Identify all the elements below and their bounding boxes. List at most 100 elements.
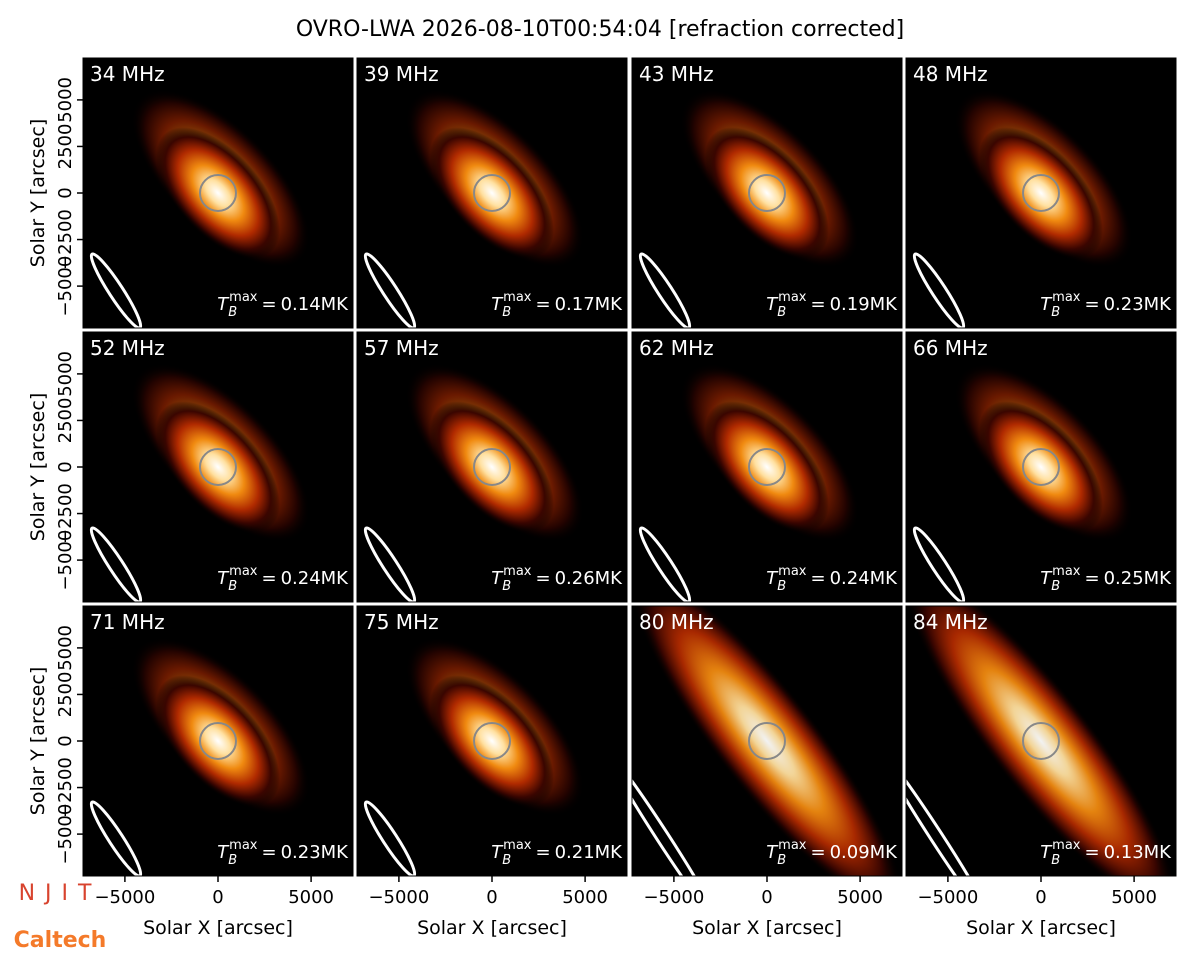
tmax-superscript: max bbox=[1052, 564, 1081, 579]
emission bbox=[979, 401, 1103, 533]
y-tick-label: 2500 bbox=[55, 398, 76, 444]
tmax-label: TBmax = 0.17MK bbox=[491, 290, 623, 320]
frequency-label: 75 MHz bbox=[364, 610, 439, 634]
panel-frame bbox=[631, 57, 903, 329]
solar-disk bbox=[748, 174, 786, 212]
y-tick-label: 0 bbox=[55, 187, 76, 198]
tmax-value: 0.25MK bbox=[1104, 568, 1173, 589]
tmax-superscript: max bbox=[1052, 290, 1081, 305]
tmax-symbol: T bbox=[1040, 568, 1053, 589]
y-tick-label: −2500 bbox=[55, 209, 76, 270]
tmax-value: 0.23MK bbox=[281, 842, 350, 863]
x-tick-label: 0 bbox=[761, 887, 772, 908]
x-tick-label: −5000 bbox=[368, 887, 429, 908]
solar-disk bbox=[473, 448, 511, 486]
tmax-equals: = bbox=[810, 842, 825, 863]
solar-disk bbox=[473, 174, 511, 212]
tmax-label: TBmax = 0.26MK bbox=[491, 564, 623, 594]
y-axis-label: Solar Y [arcsec] bbox=[27, 667, 49, 815]
tmax-equals: = bbox=[261, 568, 276, 589]
tmax-value: 0.24MK bbox=[281, 568, 350, 589]
x-tick-label: 0 bbox=[486, 887, 497, 908]
x-axis-label: Solar X [arcsec] bbox=[692, 917, 842, 939]
tmax-label: TBmax = 0.19MK bbox=[766, 290, 898, 320]
solar-disk bbox=[1022, 174, 1060, 212]
image bbox=[89, 363, 311, 602]
frequency-label: 66 MHz bbox=[913, 336, 988, 360]
emission bbox=[156, 127, 280, 259]
image bbox=[89, 89, 311, 328]
tmax-symbol: T bbox=[217, 842, 230, 863]
y-tick-label: −5000 bbox=[55, 530, 76, 591]
emission bbox=[430, 675, 554, 807]
image bbox=[906, 606, 1176, 876]
tmax-subscript: B bbox=[1051, 305, 1060, 320]
tmax-superscript: max bbox=[503, 564, 532, 579]
frequency-label: 57 MHz bbox=[364, 336, 439, 360]
tmax-superscript: max bbox=[778, 564, 807, 579]
emission bbox=[705, 127, 829, 259]
tmax-equals: = bbox=[810, 294, 825, 315]
frequency-label: 80 MHz bbox=[639, 610, 714, 634]
tmax-subscript: B bbox=[502, 305, 511, 320]
y-axis-label: Solar Y [arcsec] bbox=[27, 119, 49, 267]
panel-frame bbox=[905, 57, 1177, 329]
image bbox=[638, 89, 860, 328]
tmax-equals: = bbox=[1084, 294, 1099, 315]
image bbox=[912, 89, 1134, 328]
emission bbox=[705, 401, 829, 533]
y-tick-label: 5000 bbox=[55, 625, 76, 671]
panel: 43 MHz TBmax = 0.19MK bbox=[631, 57, 903, 329]
tmax-symbol: T bbox=[217, 294, 230, 315]
solar-disk bbox=[199, 448, 237, 486]
tmax-superscript: max bbox=[229, 564, 258, 579]
x-tick-label: −5000 bbox=[94, 887, 155, 908]
tmax-value: 0.09MK bbox=[830, 842, 899, 863]
logo: NJIT bbox=[19, 881, 102, 906]
tmax-symbol: T bbox=[1040, 294, 1053, 315]
tmax-symbol: T bbox=[766, 294, 779, 315]
solar-disk bbox=[1022, 448, 1060, 486]
x-tick-label: 5000 bbox=[562, 887, 608, 908]
tmax-symbol: T bbox=[766, 568, 779, 589]
tmax-symbol: T bbox=[217, 568, 230, 589]
tmax-label: TBmax = 0.21MK bbox=[491, 838, 623, 868]
tmax-label: TBmax = 0.23MK bbox=[1040, 290, 1172, 320]
frequency-label: 52 MHz bbox=[90, 336, 165, 360]
emission bbox=[156, 675, 280, 807]
tmax-value: 0.21MK bbox=[555, 842, 624, 863]
tmax-value: 0.14MK bbox=[281, 294, 350, 315]
x-axis-label: Solar X [arcsec] bbox=[143, 917, 293, 939]
emission bbox=[632, 606, 902, 876]
tmax-subscript: B bbox=[228, 305, 237, 320]
y-tick-label: 5000 bbox=[55, 351, 76, 397]
solar-disk bbox=[1022, 722, 1060, 760]
panel-frame bbox=[356, 57, 628, 329]
image bbox=[363, 637, 585, 876]
emission bbox=[430, 401, 554, 533]
x-tick-label: 5000 bbox=[288, 887, 334, 908]
tmax-value: 0.24MK bbox=[830, 568, 899, 589]
tmax-value: 0.23MK bbox=[1104, 294, 1173, 315]
x-tick-label: 5000 bbox=[837, 887, 883, 908]
tmax-equals: = bbox=[261, 294, 276, 315]
tmax-symbol: T bbox=[491, 842, 504, 863]
panel: 57 MHz TBmax = 0.26MK bbox=[356, 331, 628, 603]
x-axis-label: Solar X [arcsec] bbox=[417, 917, 567, 939]
tmax-superscript: max bbox=[1052, 838, 1081, 853]
tmax-subscript: B bbox=[502, 853, 511, 868]
tmax-equals: = bbox=[261, 842, 276, 863]
panel: 80 MHz TBmax = 0.09MK −5000 0 5000 Solar X [arc… bbox=[631, 605, 903, 939]
panel-frame bbox=[356, 331, 628, 603]
solar-disk bbox=[199, 722, 237, 760]
tmax-label: TBmax = 0.13MK bbox=[1040, 838, 1172, 868]
solar-disk bbox=[473, 722, 511, 760]
tmax-equals: = bbox=[1084, 568, 1099, 589]
tmax-superscript: max bbox=[503, 290, 532, 305]
x-axis-label: Solar X [arcsec] bbox=[966, 917, 1116, 939]
tmax-value: 0.19MK bbox=[830, 294, 899, 315]
frequency-label: 43 MHz bbox=[639, 62, 714, 86]
solar-disk bbox=[748, 722, 786, 760]
tmax-superscript: max bbox=[503, 838, 532, 853]
